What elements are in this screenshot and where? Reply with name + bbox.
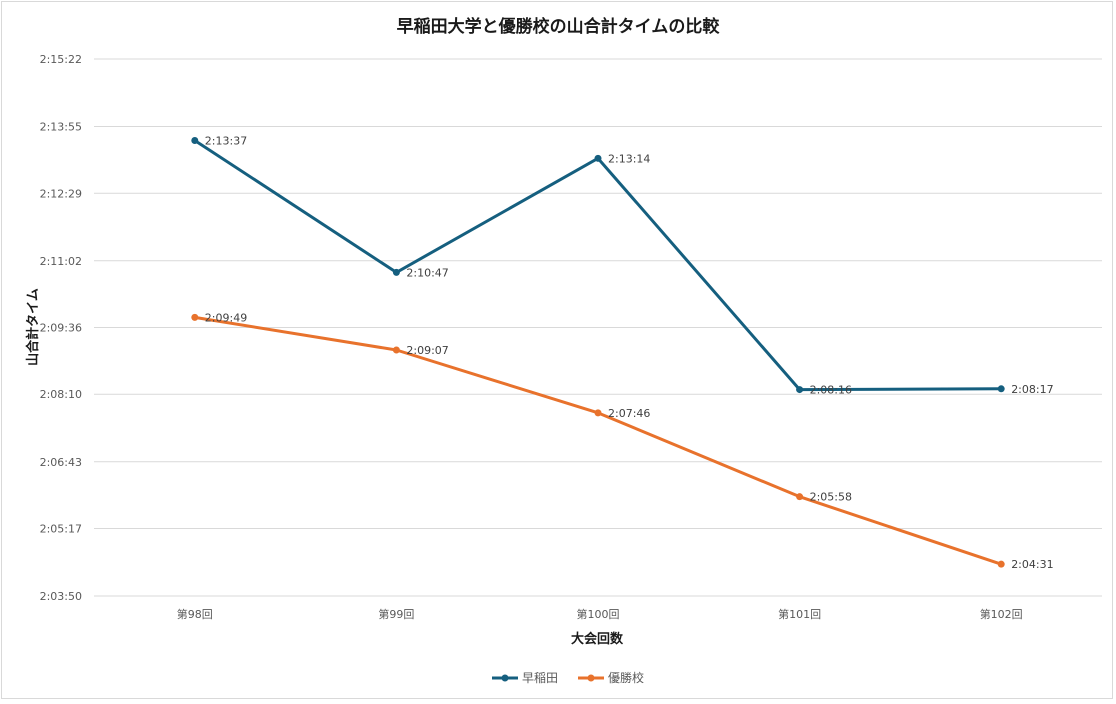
y-tick-label: 2:06:43 xyxy=(40,456,82,469)
legend: 早稲田 優勝校 xyxy=(492,670,644,685)
data-point xyxy=(191,136,199,144)
y-tick-label: 2:13:55 xyxy=(40,121,82,134)
y-tick-label: 2:11:02 xyxy=(40,255,82,268)
y-tick-label: 2:03:50 xyxy=(40,590,82,603)
x-axis-ticks: 第98回 第99回 第100回 第101回 第102回 xyxy=(177,607,1023,621)
legend-swatch-marker xyxy=(587,674,595,682)
legend-label: 優勝校 xyxy=(608,670,644,685)
x-axis-title: 大会回数 xyxy=(571,631,624,647)
data-point xyxy=(392,268,400,276)
y-tick-label: 2:08:10 xyxy=(40,388,82,401)
data-point xyxy=(796,386,804,394)
data-label: 2:08:16 xyxy=(810,384,852,397)
data-point xyxy=(997,385,1005,393)
series-layer xyxy=(191,136,1005,568)
y-tick-label: 2:09:36 xyxy=(40,322,82,335)
data-point xyxy=(392,346,400,354)
y-tick-label: 2:12:29 xyxy=(40,187,82,200)
data-point xyxy=(594,154,602,162)
data-point xyxy=(594,409,602,417)
data-label: 2:09:49 xyxy=(205,311,247,324)
data-label: 2:05:58 xyxy=(810,491,852,504)
data-point xyxy=(191,313,199,321)
data-label: 2:10:47 xyxy=(406,266,448,279)
data-point xyxy=(796,493,804,501)
y-axis-ticks: 2:03:50 2:05:17 2:06:43 2:08:10 2:09:36 2:11:… xyxy=(40,53,82,603)
data-label: 2:13:37 xyxy=(205,134,247,147)
x-tick-label: 第100回 xyxy=(577,607,620,621)
data-label: 2:08:17 xyxy=(1011,383,1053,396)
chart-title: 早稲田大学と優勝校の山合計タイムの比較 xyxy=(397,16,721,37)
data-labels: 2:13:37 2:10:47 2:13:14 2:08:16 2:08:17 2:09:… xyxy=(205,134,1054,571)
x-tick-label: 第101回 xyxy=(778,607,821,621)
data-point xyxy=(997,560,1005,568)
x-tick-label: 第99回 xyxy=(378,607,414,621)
legend-swatch-marker xyxy=(501,674,509,682)
series-line xyxy=(193,138,1003,392)
data-label: 2:13:14 xyxy=(608,152,650,165)
y-axis-title: 山合計タイム xyxy=(25,288,41,366)
x-tick-label: 第102回 xyxy=(980,607,1023,621)
data-label: 2:04:31 xyxy=(1011,558,1053,571)
y-tick-label: 2:05:17 xyxy=(40,522,82,535)
x-tick-label: 第98回 xyxy=(177,607,213,621)
series-line xyxy=(193,315,1003,566)
y-tick-label: 2:15:22 xyxy=(40,53,82,66)
data-label: 2:07:46 xyxy=(608,407,650,420)
legend-label: 早稲田 xyxy=(522,671,558,685)
data-label: 2:09:07 xyxy=(406,344,448,357)
